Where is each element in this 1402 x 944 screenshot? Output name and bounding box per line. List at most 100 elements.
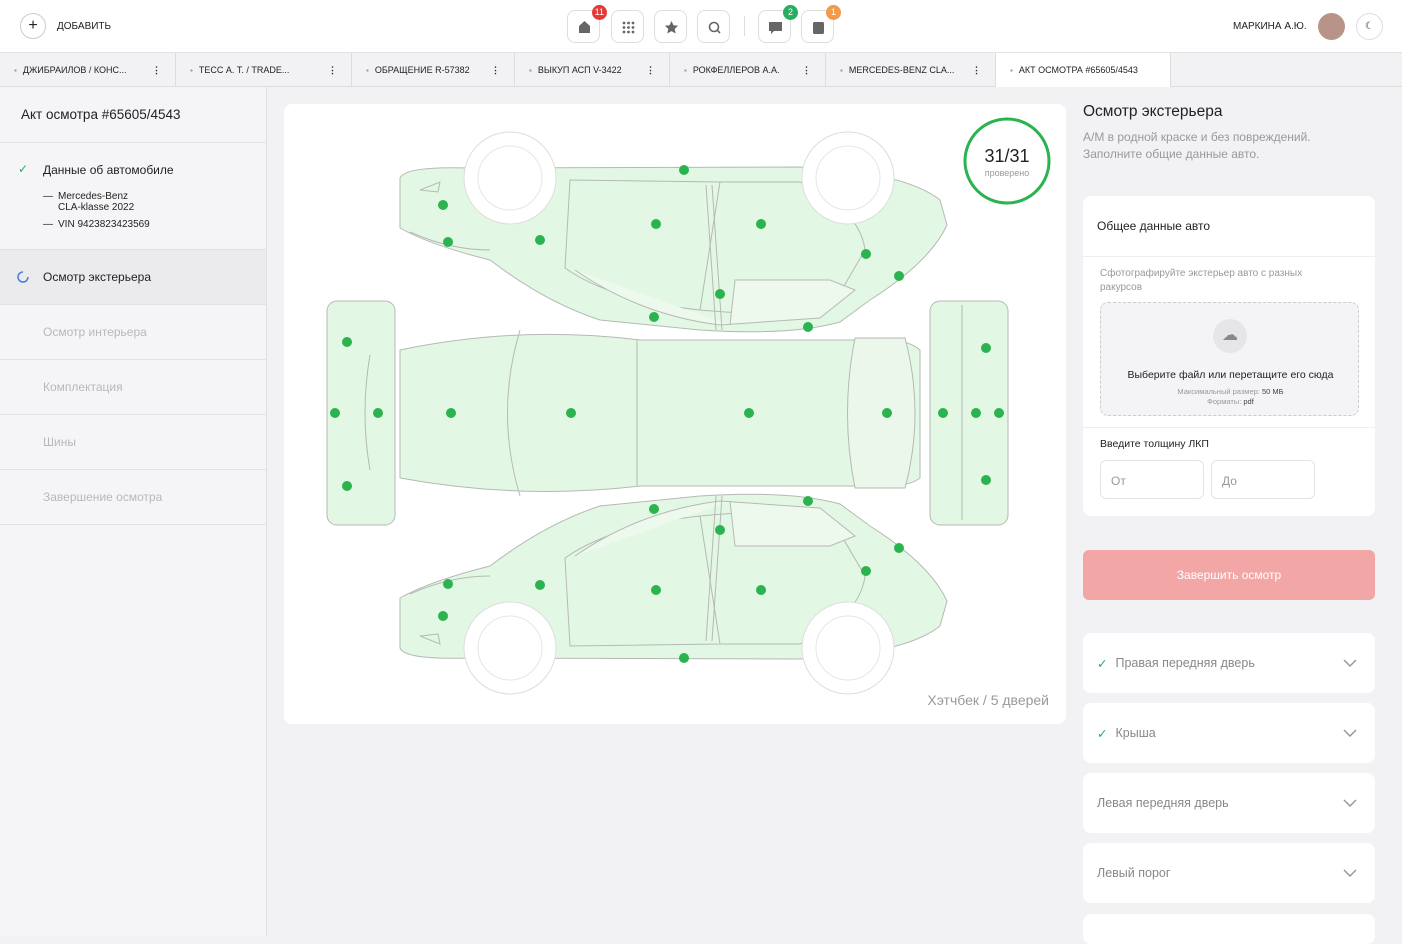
dash: — xyxy=(43,191,53,202)
icon xyxy=(708,21,721,34)
step[interactable]: Шины xyxy=(0,415,266,470)
accordion-item[interactable]: ✓ Правая передняя дверь xyxy=(1083,633,1375,693)
step-label: Данные об автомобиле xyxy=(43,163,174,177)
favorites-button[interactable] xyxy=(654,10,687,43)
tab[interactable]: ▪ ВЫКУП АСП V-3422 ⋮ xyxy=(515,53,670,87)
check-icon: ✓ xyxy=(18,162,29,176)
tab-menu[interactable]: ⋮ xyxy=(491,64,500,75)
tab-menu[interactable]: ⋮ xyxy=(802,64,811,75)
theme-toggle[interactable]: ☾ xyxy=(1356,13,1383,40)
apps-button[interactable] xyxy=(611,10,644,43)
divider xyxy=(744,16,745,36)
messages-button[interactable]: 2 xyxy=(758,5,798,43)
car-top-view xyxy=(326,300,1009,526)
tab[interactable]: ▪ ТЕСС А. Т. / TRADE... ⋮ xyxy=(176,53,352,87)
tasks-button[interactable]: 1 xyxy=(801,5,841,43)
icon xyxy=(813,22,824,34)
tab[interactable]: ▪ РОКФЕЛЛЕРОВ А.А. ⋮ xyxy=(670,53,826,87)
divider xyxy=(1083,427,1375,428)
upload-size: Максимальный размер: 50 МБ xyxy=(1101,387,1360,396)
accordion-item[interactable] xyxy=(1083,914,1375,944)
step-detail: — Mercedes-Benz CLA-klasse 2022 xyxy=(43,191,153,213)
accordion-item[interactable]: Левая передняя дверь xyxy=(1083,773,1375,833)
badge: 11 xyxy=(591,5,607,20)
tab-icon: ▪ xyxy=(840,65,843,75)
car-diagram: 31/31 проверено Хэтчбек / 5 дверей xyxy=(326,117,1051,708)
search-button[interactable] xyxy=(697,10,730,43)
body-type: Хэтчбек / 5 дверей xyxy=(927,692,1049,708)
tab-label: АКТ ОСМОТРА #65605/4543 xyxy=(1018,65,1138,75)
accordion-item[interactable]: ✓ Крыша xyxy=(1083,703,1375,763)
car-diagram-card: 31/31 проверено Хэтчбек / 5 дверей xyxy=(284,104,1066,724)
step[interactable]: ✓ Данные об автомобиле — Mercedes-Benz CL… xyxy=(0,143,266,250)
sidebar: Акт осмотра #65605/4543 ✓ Данные об авто… xyxy=(0,87,267,936)
formats-value: pdf xyxy=(1243,397,1254,406)
tab-icon: ▪ xyxy=(1010,65,1013,75)
section-label: Крыша xyxy=(1115,726,1156,740)
tab[interactable]: ▪ АКТ ОСМОТРА #65605/4543 xyxy=(996,53,1171,87)
section-label: Левый порог xyxy=(1097,866,1171,880)
section-label: Левая передняя дверь xyxy=(1097,796,1229,810)
tab-menu[interactable]: ⋮ xyxy=(152,64,161,75)
icon xyxy=(622,21,635,34)
step[interactable]: Комплектация xyxy=(0,360,266,415)
step[interactable]: Осмотр экстерьера xyxy=(0,250,266,305)
step[interactable]: Завершение осмотра xyxy=(0,470,266,525)
placeholder: От xyxy=(1111,474,1126,488)
check-points xyxy=(330,165,1004,663)
step-label: Осмотр экстерьера xyxy=(43,270,151,284)
finish-button[interactable]: Завершить осмотр xyxy=(1083,550,1375,600)
formats-label: Форматы: xyxy=(1207,397,1242,406)
add-button[interactable]: + xyxy=(20,13,46,39)
check-icon: ✓ xyxy=(1097,726,1108,741)
home-button[interactable]: 11 xyxy=(567,5,607,43)
counter-ring xyxy=(963,117,1051,205)
from-input[interactable]: От xyxy=(1100,460,1204,499)
photo-hint: Сфотографируйте экстерьер авто с разных … xyxy=(1100,268,1303,293)
section-label: Правая передняя дверь xyxy=(1115,656,1255,670)
tab-menu[interactable]: ⋮ xyxy=(972,64,981,75)
divider xyxy=(1083,256,1375,257)
step[interactable]: Осмотр интерьера xyxy=(0,305,266,360)
check-icon: ✓ xyxy=(1097,656,1108,671)
step-label: Завершение осмотра xyxy=(43,490,163,504)
tab[interactable]: ▪ ОБРАЩЕНИЕ R-57382 ⋮ xyxy=(352,53,515,87)
user-name[interactable]: МАРКИНА А.Ю. xyxy=(1233,21,1307,32)
card-title: Общее данные авто xyxy=(1097,219,1211,233)
accordion-item[interactable]: Левый порог xyxy=(1083,843,1375,903)
tab-bar: ▪ ДЖИБРАИЛОВ / КОНС... ⋮ ▪ ТЕСС А. Т. / TRAD… xyxy=(0,53,1402,87)
top-bar: + ДОБАВИТЬ 11 2 1 МАРКИНА А.Ю. ☾ xyxy=(0,0,1402,53)
tab[interactable]: ▪ MERCEDES-BENZ CLA... ⋮ xyxy=(826,53,996,87)
to-input[interactable]: До xyxy=(1211,460,1315,499)
icon xyxy=(769,22,782,34)
size-label: Максимальный размер: xyxy=(1177,387,1260,396)
add-label[interactable]: ДОБАВИТЬ xyxy=(57,21,112,32)
avatar[interactable] xyxy=(1318,13,1345,40)
tab-label: ОБРАЩЕНИЕ R-57382 xyxy=(374,65,470,75)
detail-text: Mercedes-Benz CLA-klasse 2022 xyxy=(58,191,135,213)
step-label: Комплектация xyxy=(43,380,123,394)
tab-icon: ▪ xyxy=(684,65,687,75)
chevron xyxy=(1343,659,1357,667)
chevron xyxy=(1343,799,1357,807)
upload-zone[interactable]: ☁ Выберите файл или перетащите его сюда … xyxy=(1100,302,1359,416)
panel-subtitle: А/М в родной краске и без повреждений. З… xyxy=(1083,130,1311,161)
step-label: Шины xyxy=(43,435,76,449)
panel-title: Осмотр экстерьера xyxy=(1083,103,1223,120)
icon xyxy=(664,21,679,34)
chevron xyxy=(1343,729,1357,737)
detail-text: VIN 9423823423569 xyxy=(58,219,150,230)
upload-icon: ☁ xyxy=(1213,319,1247,353)
car-left-side xyxy=(399,493,948,695)
car-right-side xyxy=(399,131,948,333)
tab[interactable]: ▪ ДЖИБРАИЛОВ / КОНС... ⋮ xyxy=(0,53,176,87)
tab-label: ВЫКУП АСП V-3422 xyxy=(537,65,622,75)
tab-menu[interactable]: ⋮ xyxy=(328,64,337,75)
tab-menu[interactable]: ⋮ xyxy=(646,64,655,75)
dash: — xyxy=(43,219,53,230)
tab-label: MERCEDES-BENZ CLA... xyxy=(848,65,955,75)
step-detail: — VIN 9423823423569 xyxy=(43,219,266,230)
tab-icon: ▪ xyxy=(190,65,193,75)
